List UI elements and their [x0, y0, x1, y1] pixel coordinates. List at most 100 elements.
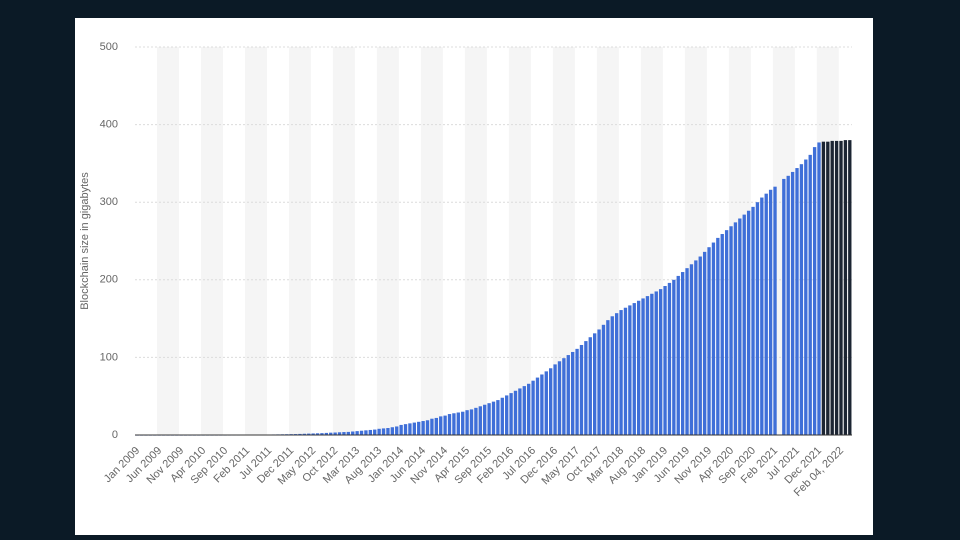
bar	[733, 222, 738, 435]
bar	[452, 413, 456, 435]
bar	[667, 282, 672, 435]
bar	[742, 214, 746, 435]
bar	[298, 433, 302, 435]
bar	[729, 226, 733, 435]
bar	[593, 333, 597, 435]
bar	[337, 432, 342, 435]
bar	[461, 411, 465, 435]
bar	[566, 355, 570, 435]
bar	[830, 140, 834, 435]
bar	[738, 218, 742, 435]
bar	[307, 433, 311, 435]
bar	[456, 412, 460, 435]
bar	[430, 418, 434, 435]
bar	[584, 341, 588, 435]
bar	[685, 268, 689, 435]
bar	[795, 168, 799, 435]
bar	[434, 417, 438, 435]
y-tick-label: 500	[100, 41, 118, 53]
bar	[474, 407, 478, 435]
bar	[465, 410, 469, 435]
bar	[804, 159, 808, 435]
bar	[834, 140, 839, 435]
bar	[601, 324, 606, 435]
bar	[302, 433, 307, 435]
bar	[496, 400, 500, 435]
stripe	[200, 47, 223, 435]
y-tick-label: 100	[100, 351, 118, 363]
bar	[711, 242, 716, 435]
bar	[773, 186, 777, 435]
bar	[417, 421, 421, 435]
bar	[491, 401, 496, 435]
bar	[368, 429, 373, 435]
bar	[562, 358, 566, 435]
bar	[342, 432, 346, 435]
bar	[812, 147, 817, 435]
bar	[760, 197, 764, 435]
bar	[575, 348, 579, 435]
bar	[315, 433, 320, 435]
bar	[606, 320, 610, 435]
bar	[443, 415, 447, 435]
bar	[782, 178, 786, 436]
bar	[421, 421, 425, 435]
bar	[702, 251, 707, 435]
bar	[650, 293, 654, 435]
bar	[439, 416, 443, 435]
bar	[390, 427, 394, 435]
bar	[509, 393, 513, 435]
bar	[848, 140, 852, 435]
bar	[808, 154, 812, 435]
stripe	[464, 47, 487, 435]
bar	[698, 256, 702, 435]
bar	[689, 264, 694, 435]
bar	[527, 383, 531, 435]
bar	[377, 428, 381, 435]
bar	[571, 351, 575, 435]
bar	[597, 329, 601, 435]
stripe	[288, 47, 311, 435]
bar	[676, 275, 680, 435]
bar	[535, 377, 540, 435]
bar	[386, 428, 390, 435]
bar	[513, 390, 518, 435]
bar	[746, 210, 751, 435]
stripe	[508, 47, 531, 435]
bar	[395, 426, 399, 435]
bar	[663, 286, 667, 435]
bar	[373, 429, 377, 435]
bar	[821, 141, 826, 435]
bar	[680, 272, 685, 435]
y-axis-label: Blockchain size in gigabytes	[79, 172, 91, 310]
bar	[654, 291, 658, 435]
stripe	[332, 47, 355, 435]
bar	[636, 300, 641, 435]
bar	[614, 313, 619, 435]
bar	[716, 237, 720, 435]
bar	[544, 371, 548, 435]
bar	[790, 171, 795, 435]
bar	[826, 141, 830, 435]
bar	[694, 260, 698, 435]
bar	[359, 430, 364, 435]
bar	[751, 206, 755, 435]
bar	[557, 361, 562, 435]
stripe	[244, 47, 267, 435]
y-tick-label: 0	[112, 429, 118, 441]
bar	[381, 428, 386, 435]
bar	[447, 414, 452, 435]
bar	[324, 432, 329, 435]
bar	[549, 368, 553, 435]
bar	[478, 406, 482, 435]
bar	[412, 422, 416, 435]
bar	[764, 193, 768, 435]
bar	[799, 164, 804, 435]
bar	[658, 289, 663, 435]
bar	[346, 431, 351, 435]
bar	[522, 386, 526, 435]
bar	[425, 420, 430, 435]
bar	[768, 189, 773, 435]
y-tick-label: 300	[100, 196, 118, 208]
bar	[553, 364, 557, 435]
